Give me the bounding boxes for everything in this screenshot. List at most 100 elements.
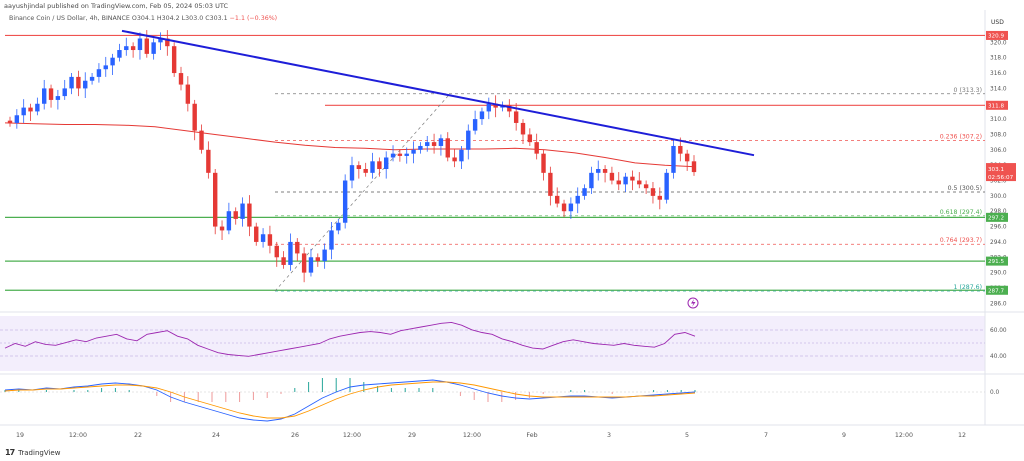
candle-body	[513, 111, 519, 123]
candle-body	[507, 105, 512, 112]
candle-body	[486, 103, 491, 112]
fib-level-label: 0.236 (307.2)	[940, 134, 982, 141]
price-tick-label: 318.0	[990, 56, 1007, 62]
candle-body	[609, 172, 615, 181]
lightning-alert-icon[interactable]	[687, 297, 699, 309]
time-tick-label: 22	[134, 432, 142, 439]
fib-level-label: 0.764 (293.7)	[940, 237, 982, 244]
price-tick-label: 310.0	[990, 117, 1007, 123]
candle-body	[397, 153, 403, 156]
candle-body	[390, 153, 396, 158]
time-tick-label: 12:00	[895, 432, 913, 439]
candle-body	[226, 211, 232, 231]
candle-body	[89, 76, 95, 81]
price-tick-label: 320.0	[990, 40, 1007, 46]
price-level-tag-text: 291.5	[988, 259, 1004, 265]
fib-level-label: 1 (287.6)	[954, 284, 982, 291]
candle-body	[479, 111, 485, 120]
time-tick-label: 24	[212, 432, 220, 439]
candle-body	[247, 203, 252, 227]
rsi-band	[0, 316, 985, 371]
candle-body	[254, 226, 259, 242]
candle-body	[267, 234, 273, 246]
price-level-tag	[986, 100, 1008, 110]
candle-body	[623, 176, 628, 185]
price-level-tag	[986, 285, 1008, 295]
candle-body	[349, 165, 355, 181]
price-tick-label: 286.0	[990, 301, 1007, 307]
candle-body	[301, 253, 307, 273]
candle-body	[643, 184, 649, 189]
symbol-name: Binance Coin / US Dollar, 4h, BINANCE	[9, 15, 130, 22]
price-tick-label: 308.0	[990, 132, 1007, 138]
fib-level-label: 0.618 (297.4)	[940, 209, 982, 216]
candle-body	[55, 96, 61, 100]
candle-body	[137, 38, 143, 51]
candle-body	[48, 88, 54, 100]
candle-body	[69, 76, 74, 89]
time-tick-label: 26	[291, 432, 299, 439]
candle-body	[671, 145, 676, 173]
price-change: −1.1 (−0.36%)	[229, 15, 278, 22]
moving-average-line	[4, 122, 696, 168]
price-tick-label: 314.0	[990, 86, 1007, 92]
candle-body	[274, 245, 279, 258]
candle-body	[657, 195, 662, 200]
candle-body	[466, 130, 471, 150]
candle-body	[356, 165, 362, 169]
candle-body	[96, 69, 102, 77]
time-tick-label: 19	[16, 432, 24, 439]
candle-body	[684, 153, 690, 162]
candle-body	[130, 46, 136, 51]
candle-body	[568, 203, 574, 212]
candle-body	[602, 169, 608, 173]
candle-body	[110, 57, 115, 66]
price-level-tag-text: 297.2	[988, 215, 1004, 221]
candle-body	[288, 241, 293, 265]
fib-level-label: 0 (313.3)	[954, 87, 982, 94]
candle-body	[213, 172, 218, 227]
price-tick-label: 306.0	[990, 148, 1007, 154]
candle-body	[7, 120, 13, 123]
candle-body	[199, 130, 204, 150]
candle-body	[527, 134, 533, 143]
candle-body	[322, 249, 327, 262]
candle-body	[336, 222, 341, 231]
time-tick-label: 5	[685, 432, 689, 439]
candle-body	[411, 149, 416, 154]
candle-body	[418, 145, 423, 150]
time-tick-label: 29	[408, 432, 416, 439]
candle-body	[664, 172, 669, 200]
price-tick-label: 296.0	[990, 225, 1007, 231]
candle-body	[206, 149, 211, 173]
candle-body	[165, 38, 170, 47]
brand-name: TradingView	[18, 448, 61, 457]
tv-logo-icon: 17	[5, 448, 15, 457]
candle-body	[76, 76, 81, 89]
lightning-bolt-icon	[691, 299, 696, 307]
candle-body	[42, 88, 47, 104]
candle-body	[520, 122, 526, 135]
price-level-tag	[986, 30, 1008, 40]
candle-body	[21, 107, 26, 116]
candle-body	[158, 38, 163, 43]
time-tick-label: 12:00	[343, 432, 361, 439]
time-tick-label: 7	[764, 432, 768, 439]
candle-body	[233, 211, 238, 219]
candle-body	[425, 142, 430, 146]
tradingview-logo[interactable]: 17 TradingView	[5, 448, 60, 457]
candle-body	[171, 46, 177, 74]
candle-body	[548, 172, 553, 196]
candle-body	[185, 84, 191, 104]
candle-body	[404, 153, 409, 156]
macd-signal-line	[4, 381, 696, 419]
candle-body	[616, 180, 621, 185]
candle-body	[459, 149, 464, 162]
candle-body	[178, 73, 184, 85]
candle-body	[363, 169, 368, 173]
candle-body	[541, 153, 546, 173]
candle-body	[438, 138, 444, 146]
candle-body	[370, 161, 375, 173]
rsi-tick-label: 40.00	[990, 354, 1007, 360]
